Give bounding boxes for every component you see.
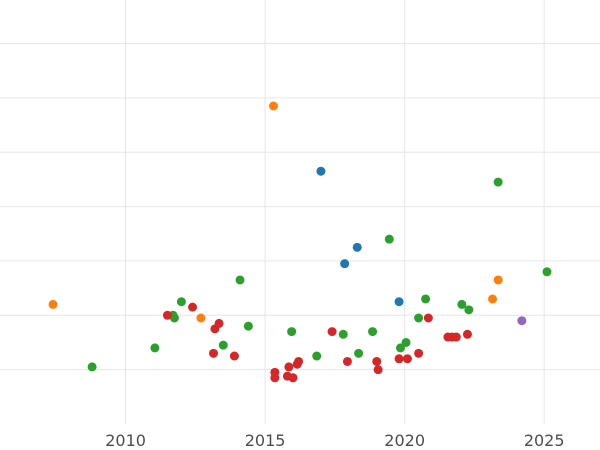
data-point-s2-17 [421,294,431,304]
data-point-s2-15 [401,337,411,347]
x-tick-label-2015: 2015 [245,431,286,450]
data-point-s3-18 [402,354,412,364]
grid-layer [0,0,600,424]
data-point-s2-8 [287,327,297,337]
data-point-s3-9 [284,362,294,372]
data-point-s3-0 [162,310,172,320]
data-point-s0-1 [340,259,350,269]
data-point-s3-4 [214,318,224,328]
data-point-s1-2 [268,101,278,111]
data-point-s2-6 [235,275,245,285]
data-point-s3-5 [229,351,239,361]
data-point-s2-16 [414,313,424,323]
data-point-s3-16 [373,365,383,375]
x-tick-label-2010: 2010 [105,431,146,450]
x-tick-label-2020: 2020 [384,431,425,450]
data-point-s3-7 [270,373,280,383]
data-point-s3-17 [394,354,404,364]
data-point-s3-14 [342,356,352,366]
data-point-s2-7 [243,321,253,331]
data-point-s3-23 [451,332,461,342]
data-point-s2-14 [395,343,405,353]
data-point-s3-10 [288,373,298,383]
data-point-s2-18 [457,299,467,309]
data-point-s2-21 [542,267,552,277]
data-point-s2-4 [176,297,186,307]
data-point-s2-10 [338,329,348,339]
data-point-s2-5 [218,340,228,350]
x-tick-labels: 2010 2015 2020 2025 [105,431,564,450]
data-point-s2-1 [150,343,160,353]
data-point-s1-3 [488,294,498,304]
data-point-s1-4 [493,275,503,285]
data-point-s2-3 [169,313,179,323]
data-point-s2-13 [384,234,394,244]
data-point-s2-20 [493,177,503,187]
data-point-s2-0 [87,362,97,372]
data-point-s3-19 [414,348,424,358]
data-point-s3-15 [372,356,382,366]
data-point-s4-0 [517,316,527,326]
data-point-s2-19 [464,305,474,315]
data-point-s1-0 [48,299,58,309]
data-point-s3-12 [294,356,304,366]
data-point-s2-11 [354,348,364,358]
data-point-s3-24 [462,329,472,339]
data-point-s0-3 [394,297,404,307]
data-point-s2-12 [368,327,378,337]
data-point-s3-20 [423,313,433,323]
data-point-s0-0 [316,166,326,176]
data-point-s3-2 [208,348,218,358]
data-point-s2-9 [312,351,322,361]
data-points [48,101,552,383]
data-point-s3-13 [327,327,337,337]
data-point-s0-2 [352,242,362,252]
x-tick-label-2025: 2025 [524,431,565,450]
data-point-s1-1 [196,313,206,323]
data-point-s3-1 [188,302,198,312]
